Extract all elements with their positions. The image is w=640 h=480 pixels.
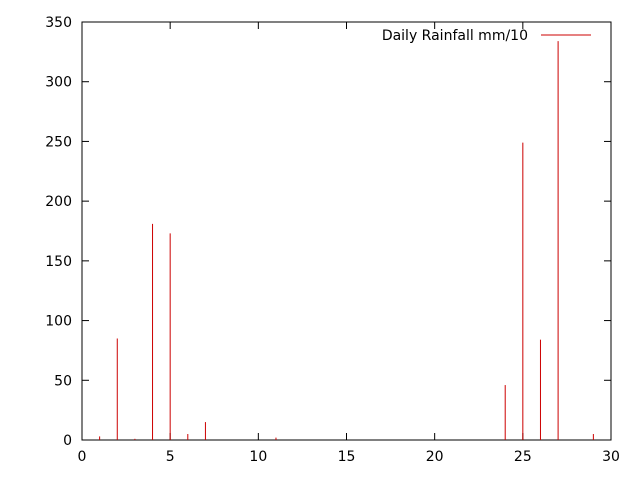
- axis-ticks: [81, 21, 612, 441]
- x-tick-label: 30: [602, 449, 620, 465]
- y-tick-label: 200: [45, 194, 72, 210]
- x-tick-label: 20: [426, 449, 444, 465]
- plot-frame: [81, 21, 612, 441]
- y-tick-label: 50: [54, 373, 72, 389]
- data-marks: [99, 41, 594, 440]
- legend: Daily Rainfall mm/10: [382, 28, 591, 44]
- x-tick-label: 15: [338, 449, 356, 465]
- y-tick-label: 350: [45, 15, 72, 31]
- y-tick-label: 0: [63, 433, 72, 449]
- x-tick-label: 25: [514, 449, 532, 465]
- x-tick-label: 5: [166, 449, 175, 465]
- y-tick-label: 100: [45, 314, 72, 330]
- x-tick-label: 0: [78, 449, 87, 465]
- y-tick-label: 250: [45, 134, 72, 150]
- legend-label: Daily Rainfall mm/10: [382, 28, 528, 44]
- y-tick-label: 150: [45, 254, 72, 270]
- x-tick-label: 10: [249, 449, 267, 465]
- y-tick-label: 300: [45, 75, 72, 91]
